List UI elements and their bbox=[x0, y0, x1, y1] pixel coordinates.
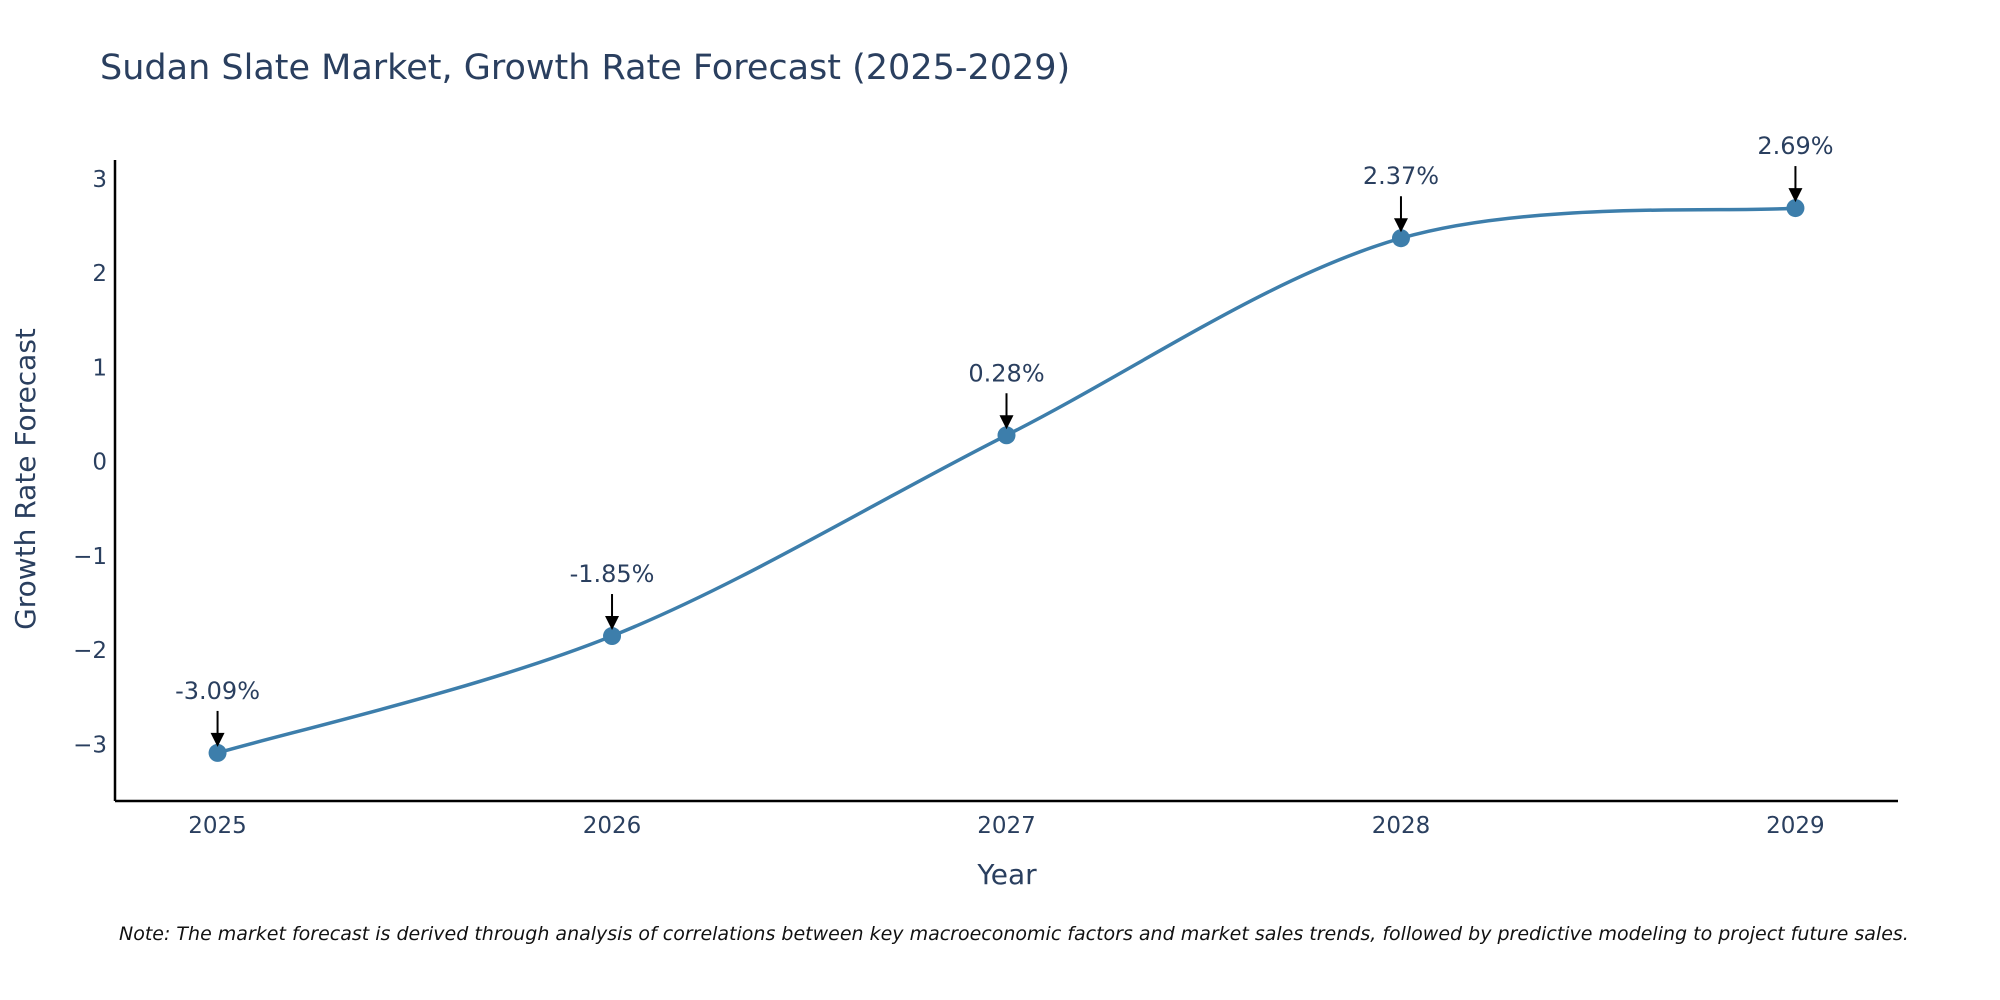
x-tick-label: 2026 bbox=[583, 813, 642, 839]
y-tick-label: 2 bbox=[92, 261, 107, 287]
annotation-arrow-head bbox=[999, 415, 1014, 430]
data-label: 2.69% bbox=[1757, 132, 1833, 160]
x-tick-label: 2028 bbox=[1372, 813, 1431, 839]
annotation-arrow-head bbox=[1393, 218, 1408, 233]
y-tick-label: −2 bbox=[73, 638, 107, 664]
x-axis-title: Year bbox=[976, 858, 1037, 891]
x-tick-label: 2025 bbox=[188, 813, 247, 839]
y-tick-label: −3 bbox=[73, 732, 107, 758]
x-tick-label: 2027 bbox=[977, 813, 1036, 839]
data-point-marker bbox=[1786, 199, 1805, 218]
plot-area: −3 −2 −1 0 1 2 3 2025 2026 2027 2028 2029 -3.09% -1… bbox=[73, 132, 1898, 839]
annotation-arrow-head bbox=[210, 732, 225, 747]
data-point-marker bbox=[997, 426, 1016, 445]
y-tick-label: 0 bbox=[92, 450, 107, 476]
data-annotations: -3.09% -1.85% 0.28% 2.37% 2.69% bbox=[175, 132, 1834, 747]
data-label: 2.37% bbox=[1363, 162, 1439, 190]
y-tick-label: 1 bbox=[92, 355, 107, 381]
x-axis-ticks: 2025 2026 2027 2028 2029 bbox=[188, 813, 1824, 839]
y-axis-title: Growth Rate Forecast bbox=[9, 328, 42, 630]
data-label: 0.28% bbox=[968, 359, 1044, 387]
data-label: -1.85% bbox=[570, 560, 655, 588]
y-axis-ticks: −3 −2 −1 0 1 2 3 bbox=[73, 167, 107, 759]
x-tick-label: 2029 bbox=[1766, 813, 1825, 839]
data-point-marker bbox=[603, 627, 622, 646]
annotation-arrow-head bbox=[1788, 188, 1803, 203]
data-point-marker bbox=[208, 743, 227, 762]
series-line-growth-rate bbox=[217, 206, 1796, 755]
chart-title: Sudan Slate Market, Growth Rate Forecast… bbox=[100, 48, 1070, 88]
data-markers bbox=[208, 199, 1805, 762]
y-tick-label: 3 bbox=[92, 167, 107, 193]
annotation-arrow-head bbox=[605, 616, 620, 631]
y-tick-label: −1 bbox=[73, 544, 107, 570]
data-point-marker bbox=[1391, 229, 1410, 248]
forecast-note: Note: The market forecast is derived thr… bbox=[119, 923, 1909, 945]
data-label: -3.09% bbox=[175, 677, 260, 705]
